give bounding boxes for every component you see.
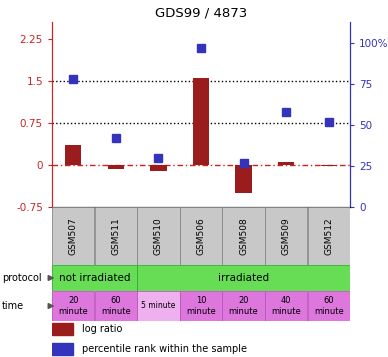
- Text: GSM506: GSM506: [196, 217, 206, 255]
- Text: GSM511: GSM511: [111, 217, 120, 255]
- Bar: [308, 207, 350, 265]
- Text: not irradiated: not irradiated: [59, 273, 130, 283]
- Text: 5 minute: 5 minute: [141, 302, 176, 311]
- Bar: [265, 291, 307, 321]
- Text: GSM507: GSM507: [69, 217, 78, 255]
- Bar: [52, 265, 137, 291]
- Bar: [52, 207, 94, 265]
- Bar: [108, 165, 124, 170]
- Text: 20
minute: 20 minute: [229, 296, 258, 316]
- Bar: [222, 291, 265, 321]
- Text: 60
minute: 60 minute: [314, 296, 344, 316]
- Text: protocol: protocol: [2, 273, 42, 283]
- Bar: [308, 291, 350, 321]
- Bar: [52, 291, 94, 321]
- Bar: [52, 323, 73, 335]
- Bar: [193, 78, 209, 165]
- Bar: [236, 165, 252, 193]
- Text: percentile rank within the sample: percentile rank within the sample: [82, 344, 247, 354]
- Text: GSM508: GSM508: [239, 217, 248, 255]
- Bar: [150, 165, 166, 171]
- Text: GSM512: GSM512: [324, 217, 333, 255]
- Text: GSM509: GSM509: [282, 217, 291, 255]
- Bar: [137, 265, 350, 291]
- Text: time: time: [2, 301, 24, 311]
- Bar: [52, 343, 73, 355]
- Text: log ratio: log ratio: [82, 324, 122, 334]
- Bar: [137, 207, 180, 265]
- Bar: [265, 207, 307, 265]
- Text: GSM510: GSM510: [154, 217, 163, 255]
- Bar: [180, 207, 222, 265]
- Text: 60
minute: 60 minute: [101, 296, 131, 316]
- Text: 10
minute: 10 minute: [186, 296, 216, 316]
- Text: irradiated: irradiated: [218, 273, 269, 283]
- Bar: [95, 291, 137, 321]
- Bar: [180, 291, 222, 321]
- Bar: [278, 162, 294, 165]
- Title: GDS99 / 4873: GDS99 / 4873: [155, 6, 247, 19]
- Bar: [320, 165, 337, 166]
- Text: 40
minute: 40 minute: [271, 296, 301, 316]
- Bar: [65, 145, 81, 165]
- Bar: [222, 207, 265, 265]
- Text: 20
minute: 20 minute: [59, 296, 88, 316]
- Bar: [137, 291, 180, 321]
- Bar: [95, 207, 137, 265]
